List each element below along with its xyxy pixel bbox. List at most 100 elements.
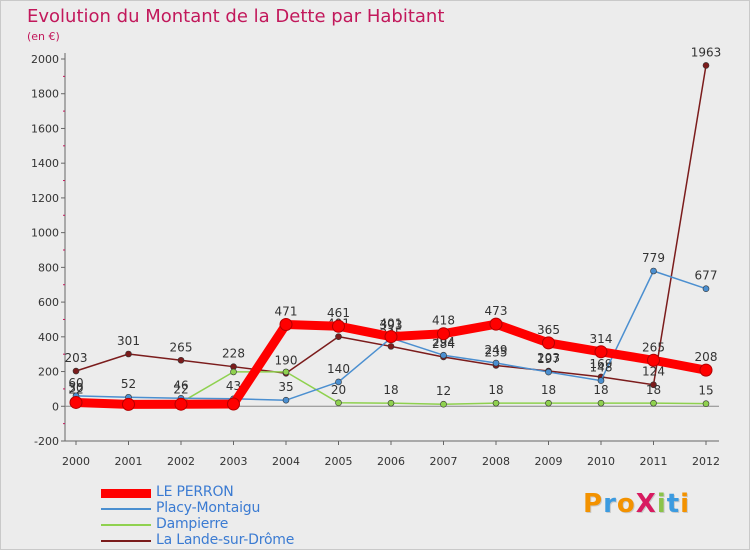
data-label: 265 [642, 340, 665, 354]
y-tick-label: 200 [38, 366, 59, 379]
x-tick-label: 2002 [167, 455, 195, 468]
data-point [647, 353, 660, 367]
data-label: 22 [68, 382, 83, 396]
legend-swatch [101, 488, 151, 498]
data-point [594, 345, 608, 359]
data-label: 124 [642, 365, 665, 379]
data-label: 140 [327, 362, 350, 376]
data-label: 46 [173, 378, 188, 392]
data-label: 265 [170, 340, 193, 354]
data-label: 235 [485, 345, 508, 359]
data-label: 60 [68, 376, 83, 390]
legend-item: LE PERRON [101, 484, 401, 501]
data-point [597, 399, 605, 407]
data-point [125, 350, 132, 358]
data-point [650, 399, 657, 407]
data-label: 22 [173, 382, 188, 396]
y-tick-label: 600 [38, 296, 59, 309]
data-point [597, 377, 605, 384]
data-label: 52 [121, 377, 136, 391]
y-tick-label: 1000 [31, 227, 59, 240]
data-label: 18 [541, 383, 556, 397]
data-point [174, 397, 188, 411]
data-point [387, 399, 395, 407]
legend-label: LE PERRON [156, 484, 234, 500]
legend-swatch [101, 524, 151, 526]
data-point [545, 368, 552, 376]
data-point [545, 399, 552, 407]
legend-item: La Lande-sur-Drôme [101, 532, 401, 549]
data-label: 18 [488, 383, 503, 397]
legend-label: Placy-Montaigu [156, 500, 261, 516]
data-point [489, 317, 503, 331]
x-tick-label: 2000 [62, 455, 90, 468]
data-label: 43 [226, 379, 241, 393]
data-label: 197 [537, 352, 560, 366]
data-label: 284 [432, 337, 455, 351]
data-label: 1963 [691, 45, 722, 59]
data-label: 461 [327, 306, 350, 320]
legend-label: La Lande-sur-Drôme [156, 532, 295, 548]
y-tick-label: 1600 [31, 122, 59, 135]
data-label: 20 [331, 383, 346, 397]
data-point [650, 381, 657, 389]
legend-item: Dampierre [101, 516, 401, 533]
data-label: 314 [590, 332, 613, 346]
data-point [335, 399, 342, 407]
data-point [440, 351, 447, 359]
y-tick-label: 0 [52, 400, 59, 413]
proxiti-logo: ProXiti [583, 489, 691, 519]
x-tick-label: 2010 [587, 455, 615, 468]
data-label: 18 [646, 383, 661, 397]
data-label: 12 [436, 384, 451, 398]
y-tick-label: 1200 [31, 192, 59, 205]
x-tick-label: 2005 [325, 455, 353, 468]
x-tick-label: 2007 [430, 455, 458, 468]
data-point [437, 327, 450, 341]
data-point [72, 367, 80, 375]
data-label: 190 [275, 353, 298, 367]
y-tick-label: 1800 [31, 88, 59, 101]
x-tick-label: 2004 [272, 455, 300, 468]
chart-subtitle: (en €) [27, 30, 60, 43]
x-tick-label: 2011 [640, 455, 668, 468]
data-label: 471 [275, 304, 298, 318]
x-tick-label: 2006 [377, 455, 405, 468]
x-tick-label: 2012 [692, 455, 720, 468]
data-point [279, 317, 293, 331]
data-point [230, 368, 237, 376]
y-tick-label: 800 [38, 261, 59, 274]
data-label: 779 [642, 251, 665, 265]
data-point [440, 400, 447, 408]
data-label: 294 [432, 335, 455, 349]
y-tick-label: 2000 [31, 53, 59, 66]
data-label: 18 [593, 383, 608, 397]
data-point [387, 343, 395, 350]
data-label: 148 [590, 361, 613, 375]
data-point [542, 336, 555, 350]
data-point [332, 319, 345, 333]
data-point [650, 267, 657, 275]
data-point [335, 378, 342, 386]
y-tick-label: 400 [38, 331, 59, 344]
y-tick-label: -200 [34, 435, 59, 448]
data-point [282, 396, 290, 404]
y-tick-label: 1400 [31, 157, 59, 170]
data-point [335, 333, 342, 340]
data-label: 203 [537, 351, 560, 365]
legend-swatch [101, 540, 151, 542]
data-point [384, 330, 398, 344]
x-tick-label: 2008 [482, 455, 510, 468]
data-point [122, 397, 135, 411]
data-point [492, 359, 500, 367]
legend: LE PERRON Placy-Montaigu Dampierre La Lande… [101, 484, 401, 549]
data-label: 393 [380, 318, 403, 332]
data-label: 249 [485, 343, 508, 357]
legend-swatch [101, 508, 151, 510]
data-point [702, 62, 710, 69]
chart-title: Evolution du Montant de la Dette par Hab… [27, 6, 445, 27]
data-label: 35 [278, 380, 293, 394]
data-point [177, 356, 185, 364]
data-label: 228 [222, 347, 245, 361]
